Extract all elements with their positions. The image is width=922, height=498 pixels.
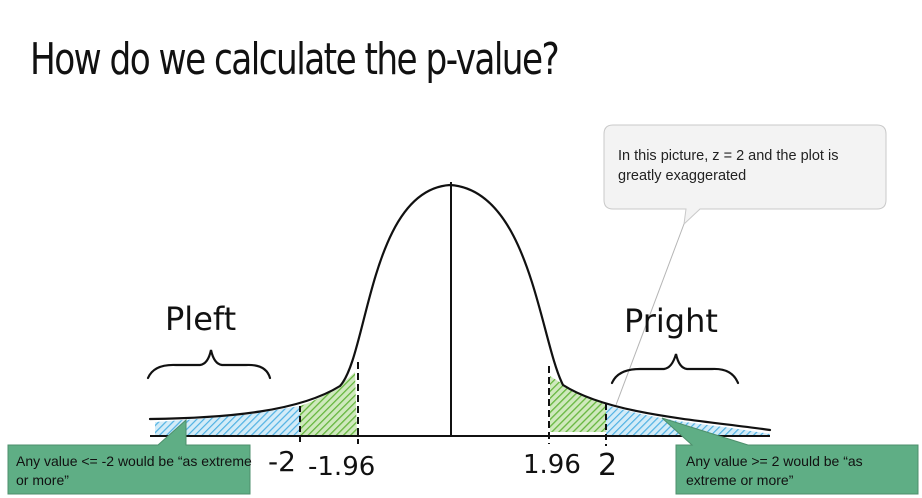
- right-brace: [610, 353, 740, 385]
- callout-pointer-line: [615, 223, 685, 406]
- p-left-label: Pleft: [165, 300, 236, 338]
- left-note-text: Any value <= -2 would be “as extreme or …: [16, 453, 252, 488]
- right-note-box: [661, 417, 919, 495]
- callout-bubble: [603, 124, 887, 226]
- left-brace: [146, 349, 272, 380]
- left-note-box: [7, 418, 251, 495]
- right-critical-region: [550, 376, 606, 432]
- neg-1-96-label: -1.96: [308, 452, 375, 482]
- callout-text: In this picture, z = 2 and the plot is g…: [618, 148, 839, 184]
- left-critical-region: [300, 372, 357, 436]
- neg-2-label: -2: [268, 445, 296, 478]
- pos-2-label: 2: [598, 448, 617, 483]
- right-note-text: Any value >= 2 would be “as extreme or m…: [686, 453, 863, 488]
- page-title: How do we calculate the p-value?: [30, 34, 560, 85]
- p-right-label: Pright: [624, 302, 718, 340]
- left-tail-region: [155, 406, 300, 436]
- pos-1-96-label: 1.96: [523, 450, 581, 480]
- right-tail-region: [606, 405, 770, 436]
